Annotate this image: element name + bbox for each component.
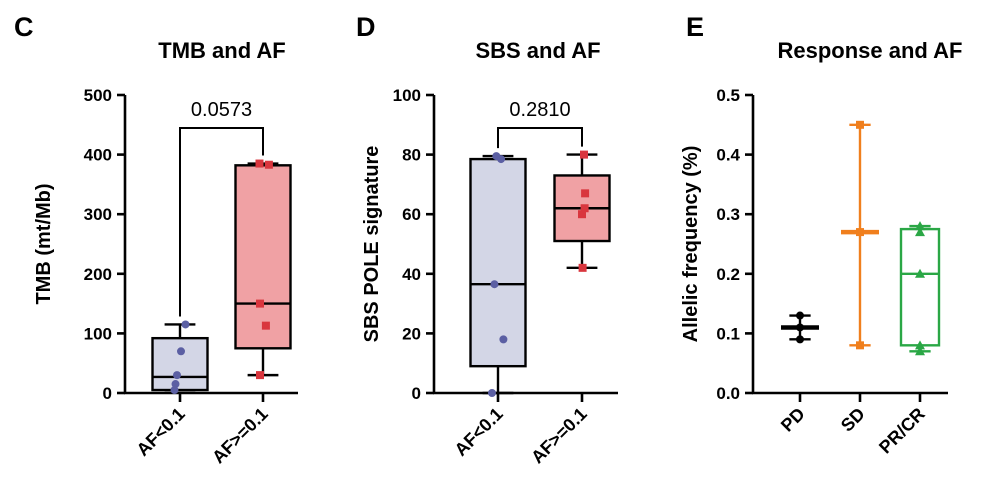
comparison-bracket <box>179 127 264 317</box>
y-tick-label: 0 <box>103 384 112 403</box>
box-af-0-1 <box>553 150 611 272</box>
data-point <box>915 346 925 356</box>
data-point <box>256 299 264 308</box>
data-point <box>177 347 185 356</box>
data-point <box>490 280 499 289</box>
panel-letter-d: D <box>356 12 376 42</box>
data-point <box>796 323 804 332</box>
box-iqr <box>151 336 209 392</box>
data-point <box>580 150 588 159</box>
y-tick-label: 0.5 <box>716 86 740 105</box>
box-iqr <box>234 164 292 350</box>
data-point <box>856 228 864 237</box>
data-point <box>497 155 506 164</box>
box-pd <box>781 311 819 344</box>
p-value-label: 0.2810 <box>509 99 570 121</box>
box-pr-cr <box>899 221 941 356</box>
y-tick-label: 200 <box>84 265 112 284</box>
y-tick-label: 0.4 <box>716 146 740 165</box>
data-point <box>856 341 864 350</box>
y-tick-label: 80 <box>402 146 421 165</box>
data-point <box>256 371 264 380</box>
chart-title-e: Response and AF <box>778 38 963 63</box>
data-point <box>499 335 508 344</box>
data-point <box>915 227 925 237</box>
data-point <box>580 204 589 213</box>
box-af-0-1 <box>234 159 292 380</box>
y-axis-label-e: Allelic frequency (%) <box>680 146 702 343</box>
box-iqr <box>899 227 941 347</box>
x-tick-label: PR/CR <box>875 404 929 458</box>
data-point <box>796 335 804 344</box>
y-tick-label: 500 <box>84 86 112 105</box>
data-point <box>171 380 180 389</box>
y-tick-label: 0.3 <box>716 205 740 224</box>
y-tick-label: 0.0 <box>716 384 740 403</box>
data-point <box>255 159 264 168</box>
x-tick-label: AF>=0.1 <box>208 404 272 468</box>
data-point <box>856 120 864 129</box>
data-point <box>261 321 270 330</box>
chart-title-d: SBS and AF <box>475 38 600 63</box>
data-point <box>915 221 925 231</box>
x-tick-label: AF<0.1 <box>133 404 189 460</box>
data-point <box>173 371 181 380</box>
panel-letter-e: E <box>686 12 704 42</box>
data-point <box>578 263 587 272</box>
x-tick-label: SD <box>837 404 869 436</box>
chart-title-c: TMB and AF <box>158 38 286 63</box>
y-tick-label: 0 <box>412 384 421 403</box>
panel-c-tmb: C TMB and AF TMB (mt/Mb) 0 100 200 300 400 50… <box>14 12 298 467</box>
data-point <box>915 340 925 350</box>
box-af-0-1 <box>469 152 527 397</box>
box-iqr <box>469 157 527 368</box>
p-value-label: 0.0573 <box>191 99 252 121</box>
y-tick-label: 0.1 <box>716 324 740 343</box>
y-tick-label: 20 <box>402 324 421 343</box>
y-tick-label: 40 <box>402 265 421 284</box>
comparison-bracket <box>497 127 583 149</box>
x-tick-label: AF<0.1 <box>451 404 507 460</box>
y-tick-label: 100 <box>84 324 112 343</box>
data-point <box>488 389 496 397</box>
x-tick-label: PD <box>777 404 809 436</box>
box-sd <box>841 120 879 350</box>
y-axis-label-c: TMB (mt/Mb) <box>33 183 55 304</box>
panel-e-response: E Response and AF Allelic frequency (%) … <box>680 12 963 457</box>
data-point <box>264 160 273 169</box>
y-tick-label: 0.2 <box>716 265 740 284</box>
data-point <box>915 268 925 278</box>
y-axis-label-d: SBS POLE signature <box>361 146 383 343</box>
box-af-0-1 <box>151 320 209 395</box>
y-tick-label: 100 <box>393 86 421 105</box>
x-tick-label: AF>=0.1 <box>527 404 591 468</box>
panel-letter-c: C <box>14 12 34 42</box>
data-point <box>578 210 586 219</box>
y-tick-label: 300 <box>84 205 112 224</box>
y-tick-label: 60 <box>402 205 421 224</box>
panel-d-sbs: D SBS and AF SBS POLE signature 0 20 40 60 8… <box>356 12 618 467</box>
data-point <box>796 311 804 320</box>
data-point <box>581 189 590 198</box>
data-point <box>170 386 179 395</box>
y-tick-label: 400 <box>84 146 112 165</box>
data-point <box>181 320 190 329</box>
